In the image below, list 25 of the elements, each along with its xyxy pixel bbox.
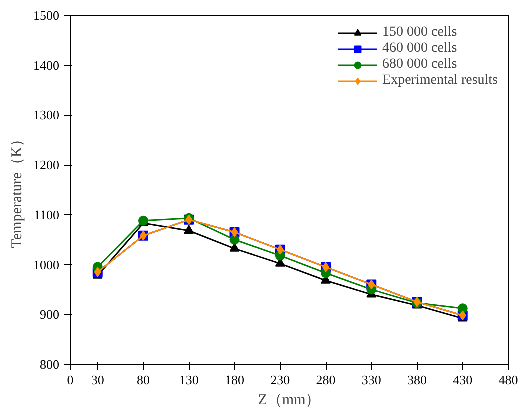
y-tick-label: 1100	[34, 207, 60, 222]
x-tick-label: 430	[453, 372, 473, 388]
x-tick-label: 0	[67, 372, 74, 388]
y-tick-label: 900	[40, 307, 60, 322]
x-tick-label: 30	[91, 372, 104, 388]
y-tick-label: 1000	[34, 257, 60, 272]
y-axis-title: Temperature（K）	[10, 132, 26, 248]
x-tick-label: 280	[316, 372, 336, 388]
y-tick-label: 1500	[34, 8, 60, 23]
x-tick-label: 130	[179, 372, 199, 388]
y-tick-label: 1200	[34, 158, 60, 173]
y-tick-label: 800	[40, 357, 60, 372]
y-tick-label: 1300	[34, 108, 60, 123]
legend-label: Experimental results	[382, 73, 498, 89]
legend-label: 680 000 cells	[382, 57, 458, 73]
x-tick-label: 380	[408, 372, 427, 388]
y-tick-label: 1400	[34, 58, 60, 73]
x-tick-label: 180	[225, 372, 244, 388]
legend-label: 150 000 cells	[382, 25, 458, 41]
x-tick-label: 80	[137, 372, 150, 388]
x-tick-label: 480	[498, 372, 518, 388]
legend-label: 460 000 cells	[382, 41, 458, 57]
x-tick-label: 230	[270, 372, 290, 388]
x-tick-label: 330	[362, 372, 382, 388]
x-axis-title: Z（mm）	[258, 392, 321, 408]
